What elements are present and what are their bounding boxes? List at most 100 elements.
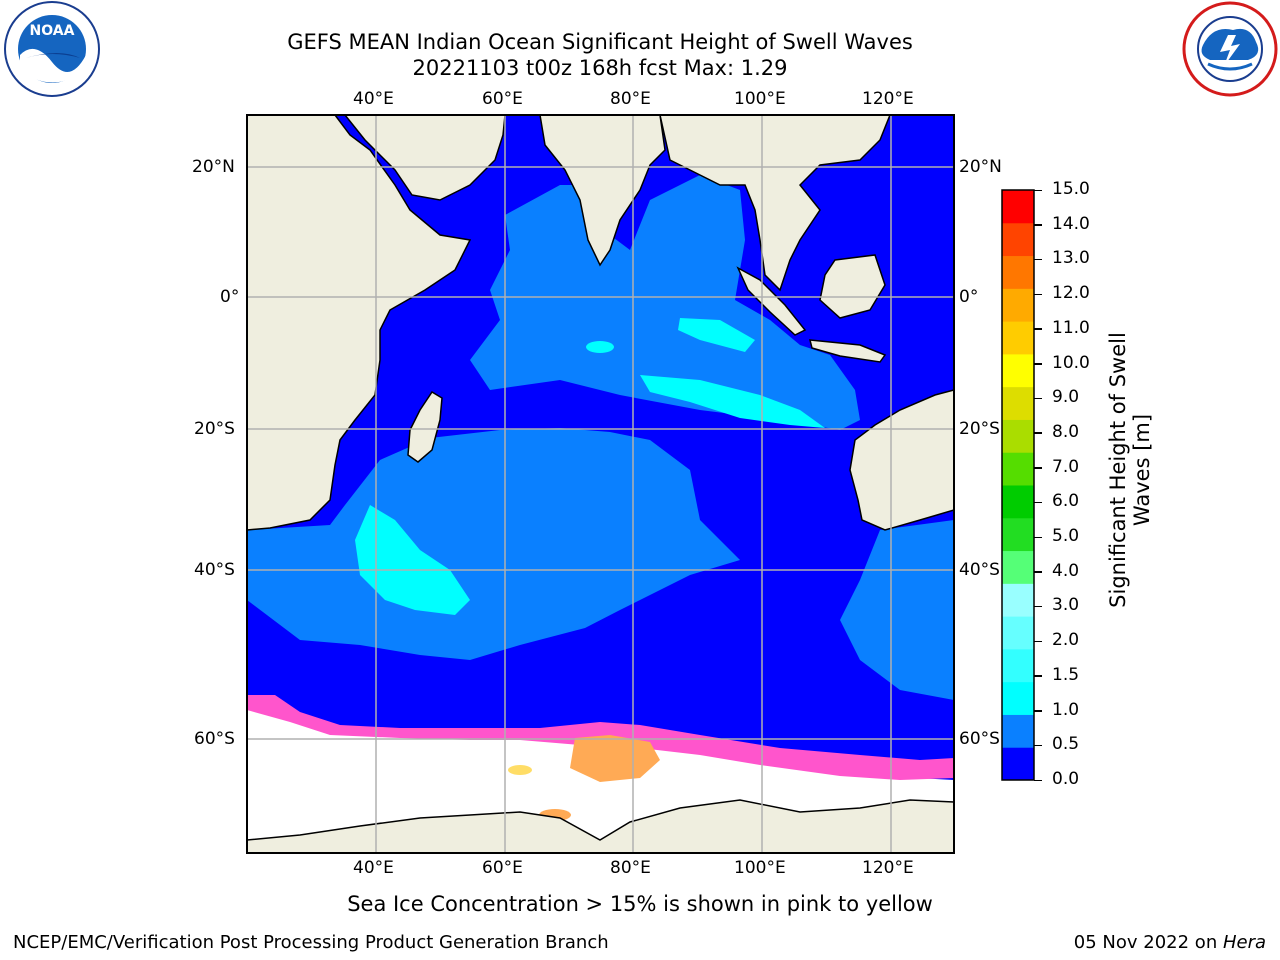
colorbar-tick-mark	[1034, 501, 1042, 504]
colorbar-segment	[1002, 517, 1034, 552]
colorbar-tick-mark	[1034, 328, 1042, 330]
colorbar-segment	[1002, 714, 1034, 748]
colorbar-tick-mark	[1034, 363, 1042, 365]
colorbar-segment	[1002, 681, 1034, 715]
swell-band-high-north	[678, 318, 755, 352]
colorbar-tick-mark	[1034, 397, 1042, 400]
colorbar-tick-mark	[1034, 467, 1042, 469]
lon-label-top: 60°E	[482, 89, 523, 109]
colorbar-frame	[1001, 189, 1035, 781]
lat-label-right: 40°S	[959, 560, 1000, 580]
colorbar-segment	[1002, 485, 1034, 519]
map-frame	[246, 114, 955, 854]
lon-label-bottom: 80°E	[610, 858, 651, 878]
colorbar-tick-label: 7.0	[1052, 456, 1080, 477]
chart-subtitle: 20221103 t00z 168h fcst Max: 1.29	[412, 56, 788, 80]
sea-ice-orange	[570, 735, 660, 782]
lat-label-left: 0°	[220, 287, 240, 307]
colorbar-tick-label: 1.5	[1052, 664, 1080, 685]
land-arabia	[344, 115, 506, 201]
colorbar-tick-mark	[1034, 605, 1042, 608]
colorbar-tick-label: 3.0	[1052, 595, 1080, 616]
colorbar-segment	[1002, 353, 1034, 388]
colorbar-tick-label: 5.0	[1052, 526, 1080, 547]
colorbar-tick-mark	[1034, 293, 1042, 296]
colorbar-segment	[1002, 255, 1034, 289]
colorbar-tick-label: 12.0	[1052, 283, 1090, 304]
lat-label-right: 20°N	[959, 157, 1002, 177]
colorbar-tick-label: 13.0	[1052, 248, 1090, 269]
colorbar-segment	[1002, 550, 1034, 584]
colorbar	[1001, 189, 1035, 781]
lon-label-top: 80°E	[610, 89, 651, 109]
land-sumatra	[736, 266, 807, 336]
colorbar-tick-mark	[1034, 640, 1042, 643]
colorbar-tick-mark	[1034, 189, 1042, 191]
swell-band-high-west	[355, 505, 470, 615]
land-madagascar	[407, 390, 443, 463]
colorbar-tick-label: 1.0	[1052, 699, 1080, 720]
colorbar-tick-mark	[1034, 258, 1042, 261]
colorbar-label-line1: Significant Height of Swell	[1106, 332, 1130, 608]
colorbar-tick-label: 0.0	[1052, 769, 1080, 789]
lat-label-right: 0°	[959, 287, 979, 307]
colorbar-label-line2: Waves [m]	[1130, 413, 1154, 527]
colorbar-segment	[1002, 648, 1034, 683]
colorbar-segment	[1002, 452, 1034, 486]
colorbar-segment	[1002, 419, 1034, 453]
swell-band-mid	[247, 428, 740, 660]
lon-label-top: 40°E	[353, 89, 394, 109]
colorbar-tick-mark	[1034, 536, 1042, 539]
colorbar-segment	[1002, 321, 1034, 355]
lat-label-left: 20°N	[192, 157, 235, 177]
lon-label-top: 120°E	[862, 89, 914, 109]
lon-label-bottom: 120°E	[862, 858, 914, 878]
colorbar-tick-label: 11.0	[1052, 317, 1090, 338]
colorbar-tick-label: 10.0	[1052, 352, 1090, 373]
lon-label-bottom: 40°E	[353, 858, 394, 878]
land-antarctica	[247, 799, 954, 853]
land-borneo	[819, 254, 886, 319]
colorbar-segment	[1002, 190, 1034, 224]
colorbar-tick-label: 14.0	[1052, 213, 1090, 234]
lat-label-left: 40°S	[194, 560, 235, 580]
colorbar-segment	[1002, 616, 1034, 650]
footer-right: 05 Nov 2022 on Hera	[1074, 932, 1266, 953]
colorbar-tick-label: 6.0	[1052, 491, 1080, 512]
sea-ice-caption: Sea Ice Concentration > 15% is shown in …	[347, 892, 933, 916]
nws-logo	[1182, 1, 1278, 97]
land-australia	[849, 389, 954, 531]
land-se-asia	[659, 115, 891, 292]
footer-date: 05 Nov 2022 on	[1073, 932, 1223, 953]
lat-label-left: 60°S	[194, 729, 235, 749]
lon-label-bottom: 60°E	[482, 858, 523, 878]
swell-band-high-east	[640, 375, 825, 428]
colorbar-tick-label: 15.0	[1052, 179, 1090, 199]
colorbar-tick-label: 4.0	[1052, 560, 1080, 581]
noaa-logo: NOAA	[4, 1, 100, 97]
graticule	[247, 115, 954, 853]
lon-label-bottom: 100°E	[734, 858, 786, 878]
lat-label-left: 20°S	[194, 419, 235, 439]
colorbar-tick-label: 8.0	[1052, 421, 1080, 442]
colorbar-tick-mark	[1034, 224, 1042, 226]
footer-left: NCEP/EMC/Verification Post Processing Pr…	[13, 932, 609, 953]
colorbar-tick-mark	[1034, 744, 1042, 747]
colorbar-tick-label: 2.0	[1052, 630, 1080, 651]
lat-label-right: 60°S	[959, 729, 1000, 749]
colorbar-tick-mark	[1034, 571, 1042, 573]
colorbar-tick-mark	[1034, 779, 1042, 781]
colorbar-tick-mark	[1034, 432, 1042, 434]
footer-host: Hera	[1222, 932, 1266, 953]
colorbar-segment	[1002, 386, 1034, 420]
land-java	[809, 339, 887, 363]
colorbar-segment	[1002, 583, 1034, 617]
chart-title: GEFS MEAN Indian Ocean Significant Heigh…	[287, 30, 913, 54]
swell-band-southeast	[840, 520, 954, 700]
colorbar-tick-label: 0.5	[1052, 734, 1080, 755]
colorbar-segment	[1002, 747, 1034, 781]
colorbar-segment	[1002, 222, 1034, 257]
lon-label-top: 100°E	[734, 89, 786, 109]
colorbar-segment	[1002, 288, 1034, 322]
